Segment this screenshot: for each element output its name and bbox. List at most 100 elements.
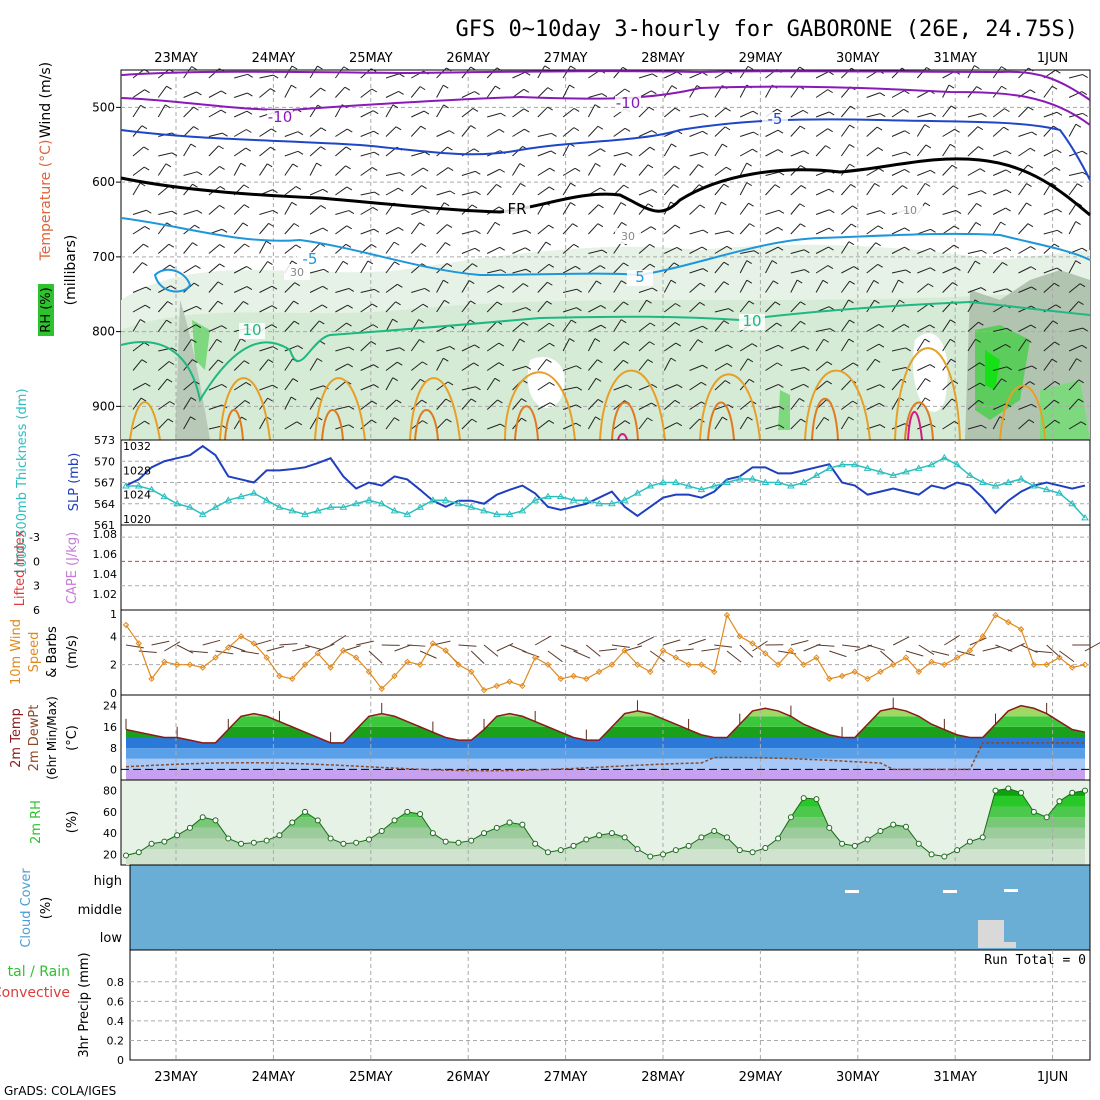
upper-barb bbox=[410, 243, 422, 254]
upper-barb-flag bbox=[574, 167, 581, 172]
upper-barb bbox=[1018, 324, 1032, 332]
upper-barb bbox=[385, 377, 394, 391]
upper-barb-flag bbox=[292, 378, 299, 383]
upper-barb bbox=[714, 281, 725, 293]
upper-barb bbox=[663, 357, 672, 371]
upper-barb bbox=[157, 319, 167, 332]
upper-barb-flag bbox=[398, 90, 404, 95]
upper-barb-flag bbox=[924, 124, 930, 129]
upper-barb bbox=[1018, 305, 1032, 313]
surface-barb bbox=[611, 644, 630, 648]
upper-barb bbox=[360, 288, 375, 293]
rh-point bbox=[519, 821, 526, 828]
upper-barb bbox=[1068, 123, 1077, 137]
wind-speed-point bbox=[327, 664, 334, 671]
upper-barb bbox=[562, 108, 575, 118]
upper-barb-flag bbox=[576, 365, 582, 370]
upper-barb bbox=[537, 186, 550, 196]
wind-speed-point bbox=[864, 675, 871, 683]
upper-barb bbox=[335, 380, 347, 391]
upper-barb bbox=[309, 304, 323, 313]
rh-point bbox=[621, 834, 628, 841]
surface-barb bbox=[266, 645, 285, 652]
label-2m-dewpt: 2m DewPt bbox=[27, 705, 42, 772]
upper-barb bbox=[436, 84, 444, 98]
mb-tick-label: 700 bbox=[92, 250, 115, 264]
dewpoint-line bbox=[125, 742, 1085, 772]
upper-barb bbox=[309, 146, 321, 157]
upper-barb bbox=[1018, 131, 1032, 137]
upper-barb-flag bbox=[1081, 247, 1088, 252]
upper-barb-flag bbox=[671, 143, 677, 148]
upper-barb bbox=[613, 202, 622, 215]
upper-barb bbox=[487, 269, 501, 274]
wind-speed-point bbox=[851, 668, 859, 675]
rh-point bbox=[813, 796, 820, 803]
upper-barb-flag bbox=[699, 204, 706, 209]
upper-barb bbox=[1068, 344, 1083, 352]
upper-barb-flag bbox=[699, 301, 706, 306]
upper-barb-flag bbox=[600, 148, 606, 153]
wind-speed-point bbox=[749, 640, 756, 647]
upper-barb-flag bbox=[449, 130, 455, 135]
upper-barb bbox=[1068, 260, 1077, 274]
upper-barb bbox=[157, 185, 170, 196]
upper-barb-flag bbox=[525, 268, 532, 273]
wind-speed-point bbox=[672, 654, 680, 661]
surface-barb bbox=[931, 650, 950, 656]
upper-barb bbox=[436, 357, 444, 371]
thickness-point bbox=[1042, 485, 1051, 493]
upper-barb bbox=[1068, 398, 1079, 410]
upper-barb-flag bbox=[293, 320, 300, 325]
upper-barb bbox=[840, 319, 850, 332]
contour-label-bg bbox=[267, 110, 293, 126]
upper-barb-flag bbox=[778, 344, 784, 349]
upper-barb-flag bbox=[570, 182, 576, 187]
thickness-point bbox=[377, 499, 386, 507]
thickness-point bbox=[710, 482, 719, 489]
upper-barb-flag bbox=[371, 400, 378, 405]
upper-barb bbox=[714, 380, 726, 391]
upper-barb bbox=[840, 163, 850, 176]
upper-barb bbox=[663, 224, 676, 235]
run-total-label: Run Total = 0 bbox=[984, 953, 1086, 968]
contour-label-bg bbox=[615, 96, 641, 112]
upper-barb bbox=[689, 364, 703, 371]
upper-barb-flag bbox=[649, 322, 656, 327]
upper-barb bbox=[461, 319, 471, 332]
upper-barb-flag bbox=[626, 384, 633, 389]
upper-barb-flag bbox=[751, 343, 758, 348]
surface-barb bbox=[675, 648, 694, 652]
upper-barb bbox=[1018, 147, 1031, 157]
upper-barb bbox=[916, 67, 927, 79]
thickness-point bbox=[301, 510, 309, 517]
label-lifted-index: Lifted Index bbox=[13, 529, 28, 606]
upper-barb bbox=[436, 398, 447, 410]
surface-barb bbox=[368, 650, 383, 664]
upper-barb-flag bbox=[1005, 189, 1012, 194]
upper-barb bbox=[891, 130, 905, 137]
upper-barb-flag bbox=[651, 90, 657, 95]
upper-barb-flag bbox=[776, 108, 783, 113]
upper-barb-flag bbox=[443, 279, 449, 284]
rh-point bbox=[839, 840, 846, 847]
upper-barb bbox=[1043, 419, 1056, 430]
upper-barb bbox=[208, 359, 219, 371]
thickness-point bbox=[249, 489, 258, 496]
upper-barb bbox=[335, 165, 346, 176]
upper-barb bbox=[436, 104, 445, 118]
upper-barb-flag bbox=[190, 143, 197, 148]
rh-point bbox=[276, 832, 283, 839]
upper-barb bbox=[335, 210, 349, 215]
upper-barb bbox=[815, 188, 830, 196]
upper-barb bbox=[1018, 246, 1031, 254]
upper-barb bbox=[284, 358, 294, 371]
upper-barb bbox=[967, 113, 982, 118]
upper-barb bbox=[461, 247, 476, 254]
upper-barb-flag bbox=[420, 378, 426, 383]
upper-barb-flag bbox=[1053, 399, 1060, 404]
upper-barb bbox=[385, 399, 397, 410]
upper-barb-flag bbox=[219, 165, 225, 170]
upper-barb-flag bbox=[221, 228, 228, 233]
upper-barb bbox=[486, 342, 500, 352]
